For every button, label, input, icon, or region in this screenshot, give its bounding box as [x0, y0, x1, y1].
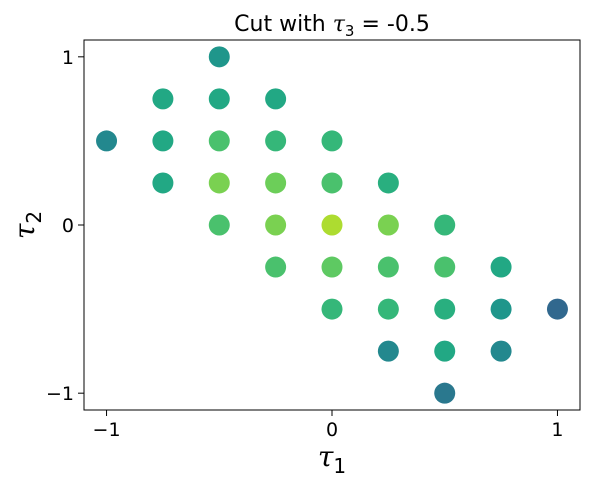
data-point — [321, 298, 343, 320]
x-tick-label: 1 — [551, 419, 563, 441]
title-symbol: τ — [333, 12, 346, 37]
data-point — [490, 256, 512, 278]
data-point — [377, 256, 399, 278]
y-tick-label: 0 — [62, 215, 74, 237]
data-point — [152, 88, 174, 110]
y-tick-label: −1 — [46, 383, 74, 405]
data-point — [321, 130, 343, 152]
data-point — [265, 172, 287, 194]
title-rest: = -0.5 — [354, 12, 429, 37]
data-point — [321, 214, 343, 236]
data-point — [377, 172, 399, 194]
data-point — [434, 256, 456, 278]
y-tick-label: 1 — [62, 47, 74, 69]
data-point — [546, 298, 568, 320]
data-point — [434, 214, 456, 236]
data-point — [434, 382, 456, 404]
data-point — [96, 130, 118, 152]
data-point — [152, 130, 174, 152]
data-point — [377, 214, 399, 236]
x-tick-label: −1 — [93, 419, 121, 441]
y-axis-label-subscript: 2 — [22, 211, 46, 224]
data-point — [265, 130, 287, 152]
data-points — [96, 46, 568, 404]
data-point — [208, 88, 230, 110]
y-axis-label-symbol: τ — [8, 223, 41, 239]
data-point — [434, 298, 456, 320]
data-point — [434, 340, 456, 362]
data-point — [152, 172, 174, 194]
data-point — [321, 172, 343, 194]
y-axis-ticks: −1 0 1 — [46, 47, 84, 405]
y-axis-label: τ2 — [8, 211, 46, 239]
data-point — [208, 130, 230, 152]
data-point — [208, 46, 230, 68]
chart-title: Cut with τ3 = -0.5 — [234, 12, 430, 40]
data-point — [265, 256, 287, 278]
data-point — [265, 88, 287, 110]
x-axis-label-symbol: τ — [318, 440, 334, 473]
x-tick-label: 0 — [326, 419, 338, 441]
data-point — [490, 298, 512, 320]
x-axis-label-subscript: 1 — [333, 454, 346, 478]
x-axis-label: τ1 — [318, 440, 346, 478]
data-point — [321, 256, 343, 278]
data-point — [377, 340, 399, 362]
data-point — [377, 298, 399, 320]
title-text: Cut with — [234, 12, 333, 37]
x-axis-ticks: −1 0 1 — [93, 410, 564, 441]
data-point — [490, 340, 512, 362]
data-point — [265, 214, 287, 236]
data-point — [208, 172, 230, 194]
data-point — [208, 214, 230, 236]
title-subscript: 3 — [345, 22, 355, 40]
